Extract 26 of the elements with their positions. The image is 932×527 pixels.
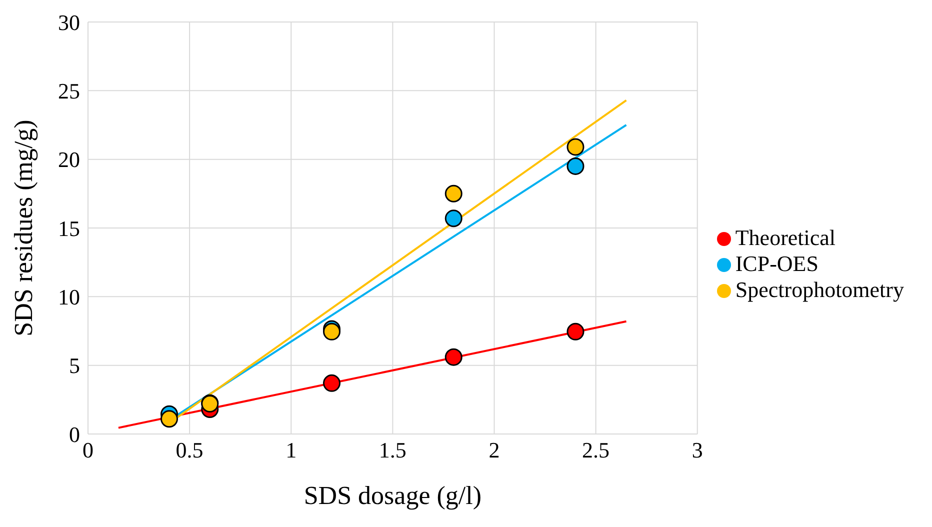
y-tick-label: 0: [69, 422, 80, 447]
y-tick-label: 10: [58, 284, 80, 310]
y-axis-title: SDS residues (mg/g): [9, 120, 38, 336]
point: [444, 184, 462, 202]
point: [566, 157, 584, 175]
x-tick-label: 0.5: [176, 438, 204, 463]
point: [160, 410, 178, 428]
point: [444, 348, 462, 366]
legend-label: Spectrophotometry: [735, 276, 904, 302]
x-tick-label: 1: [286, 438, 297, 463]
legend-label: ICP-OES: [735, 250, 818, 276]
x-axis-title: SDS dosage (g/l): [304, 481, 482, 510]
x-tick-label: 2.5: [582, 438, 610, 463]
point: [322, 374, 340, 392]
x-tick-label: 3: [692, 438, 703, 463]
y-tick-label: 5: [69, 353, 80, 378]
x-tick-label: 1.5: [378, 438, 406, 463]
y-tick-label: 30: [58, 10, 80, 35]
point: [566, 138, 584, 156]
y-tick-label: 25: [58, 78, 80, 104]
point: [566, 322, 584, 340]
legend-label: Theoretical: [735, 224, 836, 250]
x-tick-label: 2: [488, 438, 500, 463]
y-tick-label: 20: [58, 147, 80, 172]
y-tick-label: 15: [58, 216, 80, 241]
point: [444, 210, 462, 228]
